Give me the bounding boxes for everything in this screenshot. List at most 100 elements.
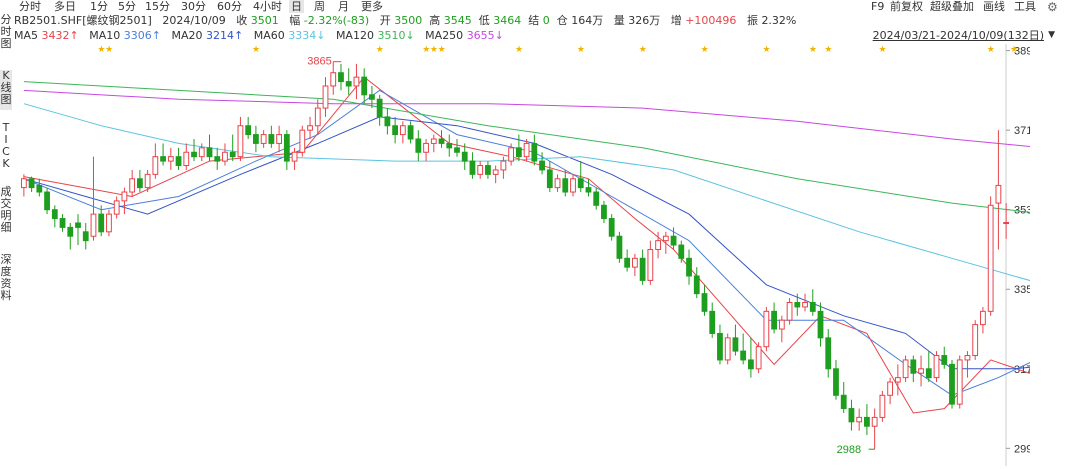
candle-down xyxy=(546,169,553,189)
draw-button[interactable]: 画线 xyxy=(983,0,1005,13)
y-tick-label: 3350 xyxy=(1014,284,1030,296)
open-value: 3500 xyxy=(394,14,423,27)
volume-label: 量 xyxy=(613,14,625,27)
period-tab[interactable]: 1分 xyxy=(90,0,108,13)
candle-up xyxy=(879,394,886,418)
y-tick-label: 2990 xyxy=(1014,443,1030,455)
candle-down xyxy=(160,156,166,162)
ma-line-ma120 xyxy=(23,81,1030,213)
candle-up xyxy=(972,324,979,357)
candle-up xyxy=(500,160,507,171)
candle-down xyxy=(36,184,43,193)
candle-up xyxy=(430,138,437,144)
candle-up xyxy=(871,416,878,427)
candle-up xyxy=(129,178,136,193)
oi-value: 164万 xyxy=(571,14,604,27)
candle-down xyxy=(229,151,236,158)
candle-down xyxy=(82,231,89,242)
event-star-icon: ★ xyxy=(422,45,430,55)
candle-down xyxy=(910,359,917,374)
event-star-icon: ★ xyxy=(639,45,647,55)
candle-down xyxy=(670,235,677,246)
candle-up xyxy=(980,310,986,326)
candle-up xyxy=(956,359,963,405)
open-label: 开 xyxy=(379,14,391,27)
period-tab[interactable]: 60分 xyxy=(217,0,242,13)
low-label: 低 xyxy=(478,14,490,27)
change-label: 幅 xyxy=(289,14,301,27)
candle-up xyxy=(655,240,661,250)
quote-info: RB2501.SHF[螺纹钢2501] 2024/10/09 收 3501 幅 … xyxy=(14,14,796,28)
overlay-button[interactable]: 超级叠加 xyxy=(930,0,974,13)
oi-label: 仓 xyxy=(556,14,568,27)
f9-button[interactable]: F9 xyxy=(871,0,885,13)
period-more[interactable]: 更多 xyxy=(361,0,383,13)
candle-down xyxy=(67,226,74,237)
candle-down xyxy=(678,244,685,259)
kline-chart[interactable]: 38903710353033503170299038652988★★★★★★★★… xyxy=(14,44,1030,466)
candle-down xyxy=(949,363,955,405)
candle-down xyxy=(941,355,948,365)
candle-down xyxy=(833,368,839,396)
candle-up xyxy=(523,142,530,158)
candle-down xyxy=(469,160,476,175)
candle-down xyxy=(717,332,723,361)
candle-up xyxy=(492,169,499,175)
adjust-button[interactable]: 前复权 xyxy=(890,0,923,13)
candle-up xyxy=(121,191,128,202)
candle-up xyxy=(778,319,785,330)
period-tab-day[interactable]: 日 xyxy=(289,0,304,13)
period-tab[interactable]: 周 xyxy=(314,0,325,13)
ma20-name: MA20 xyxy=(171,29,203,42)
ma120-value: 3510↓ xyxy=(377,29,415,42)
event-star-icon: ★ xyxy=(515,45,523,55)
event-star-icon: ★ xyxy=(701,45,709,55)
candle-up xyxy=(802,302,808,308)
candle-up xyxy=(90,213,97,237)
candle-down xyxy=(253,134,259,144)
candle-up xyxy=(291,151,298,162)
candle-up xyxy=(887,381,894,396)
candle-up xyxy=(222,151,228,162)
period-tab[interactable]: 月 xyxy=(338,0,349,13)
y-tick-label: 3890 xyxy=(1014,46,1030,58)
period-tab[interactable]: 分时 xyxy=(19,0,41,13)
date-range[interactable]: 2024/03/21-2024/10/09(132日) xyxy=(872,29,1044,42)
candle-up xyxy=(964,355,971,361)
candle-up xyxy=(477,165,484,175)
side-tab-depth[interactable]: 深度资料 xyxy=(0,253,12,302)
candle-down xyxy=(98,213,105,233)
candle-down xyxy=(848,408,855,423)
candle-up xyxy=(933,355,940,379)
candle-down xyxy=(601,204,607,220)
symbol: RB2501.SHF[螺纹钢2501] xyxy=(14,14,152,27)
event-star-icon: ★ xyxy=(879,45,887,55)
range-dropdown-icon[interactable]: ▼ xyxy=(1048,30,1055,40)
candle-down xyxy=(376,98,383,118)
period-tab[interactable]: 4小时 xyxy=(253,0,282,13)
candle-down xyxy=(175,156,182,167)
candle-up xyxy=(260,134,267,144)
settings-icon[interactable]: ⚙ xyxy=(1047,0,1058,14)
change-value: -2.32%(-83) xyxy=(303,14,370,27)
period-tab[interactable]: 多日 xyxy=(54,0,76,13)
ma-legend: MA5 3432↑ MA10 3306↑ MA20 3214↑ MA60 333… xyxy=(14,29,504,43)
candle-up xyxy=(554,178,561,189)
side-tab-intraday[interactable]: 分时图 xyxy=(0,13,12,50)
ma5-value: 3432↑ xyxy=(41,29,79,42)
candle-up xyxy=(198,147,205,158)
oi-change-label: 增 xyxy=(670,14,682,27)
tools-button[interactable]: 工具 xyxy=(1014,0,1036,13)
event-star-icon: ★ xyxy=(987,45,995,55)
side-tab-trades[interactable]: 成交明细 xyxy=(0,185,12,234)
period-tab[interactable]: 30分 xyxy=(181,0,206,13)
candle-down xyxy=(748,359,754,370)
event-star-icon: ★ xyxy=(763,45,771,55)
period-tab[interactable]: 5分 xyxy=(118,0,136,13)
event-star-icon: ★ xyxy=(105,45,113,55)
period-tab[interactable]: 15分 xyxy=(145,0,170,13)
candle-down xyxy=(384,116,391,127)
